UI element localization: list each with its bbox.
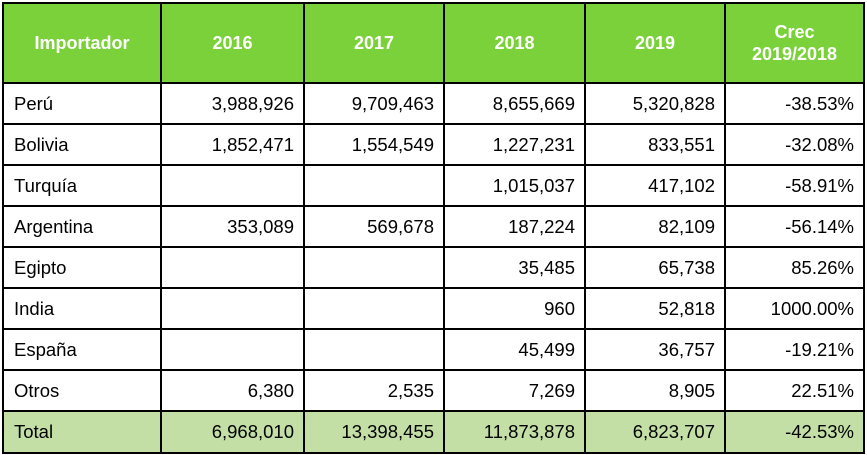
value-2018-cell: 960 — [443, 287, 586, 330]
growth-cell: 85.26% — [724, 246, 865, 289]
value-2016-cell: 6,380 — [160, 369, 305, 412]
table-row: España 45,499 36,757 -19.21% — [2, 328, 865, 371]
total-value-2019-cell: 6,823,707 — [584, 410, 726, 454]
value-2016-cell — [160, 328, 305, 371]
value-2018-cell: 1,227,231 — [443, 123, 586, 166]
growth-cell: 22.51% — [724, 369, 865, 412]
value-2019-cell: 833,551 — [584, 123, 726, 166]
country-cell: España — [2, 328, 162, 371]
growth-cell: -19.21% — [724, 328, 865, 371]
value-2017-cell — [303, 328, 445, 371]
growth-cell: -32.08% — [724, 123, 865, 166]
total-value-2018-cell: 11,873,878 — [443, 410, 586, 454]
value-2016-cell — [160, 246, 305, 289]
value-2019-cell: 8,905 — [584, 369, 726, 412]
value-2017-cell — [303, 287, 445, 330]
value-2019-cell: 52,818 — [584, 287, 726, 330]
header-2016: 2016 — [160, 2, 305, 84]
table-row: Otros 6,380 2,535 7,269 8,905 22.51% — [2, 369, 865, 412]
value-2018-cell: 187,224 — [443, 205, 586, 248]
value-2019-cell: 65,738 — [584, 246, 726, 289]
growth-cell: 1000.00% — [724, 287, 865, 330]
growth-cell: -56.14% — [724, 205, 865, 248]
header-growth: Crec 2019/2018 — [724, 2, 865, 84]
total-country-cell: Total — [2, 410, 162, 454]
total-row: Total 6,968,010 13,398,455 11,873,878 6,823,… — [2, 410, 865, 454]
header-growth-line2: 2019/2018 — [751, 44, 838, 64]
country-cell: Bolivia — [2, 123, 162, 166]
value-2017-cell: 9,709,463 — [303, 82, 445, 125]
country-cell: Egipto — [2, 246, 162, 289]
country-cell: Otros — [2, 369, 162, 412]
value-2017-cell: 569,678 — [303, 205, 445, 248]
value-2016-cell — [160, 287, 305, 330]
table-row: Egipto 35,485 65,738 85.26% — [2, 246, 865, 289]
value-2017-cell: 2,535 — [303, 369, 445, 412]
value-2016-cell: 3,988,926 — [160, 82, 305, 125]
value-2016-cell: 353,089 — [160, 205, 305, 248]
country-cell: India — [2, 287, 162, 330]
header-importador: Importador — [2, 2, 162, 84]
table-row: Turquía 1,015,037 417,102 -58.91% — [2, 164, 865, 207]
country-cell: Argentina — [2, 205, 162, 248]
value-2019-cell: 5,320,828 — [584, 82, 726, 125]
value-2018-cell: 35,485 — [443, 246, 586, 289]
value-2016-cell — [160, 164, 305, 207]
table-row: Perú 3,988,926 9,709,463 8,655,669 5,320,828… — [2, 82, 865, 125]
growth-cell: -58.91% — [724, 164, 865, 207]
header-growth-line1: Crec — [774, 22, 815, 42]
table-row: India 960 52,818 1000.00% — [2, 287, 865, 330]
value-2017-cell — [303, 164, 445, 207]
total-value-2016-cell: 6,968,010 — [160, 410, 305, 454]
total-value-2017-cell: 13,398,455 — [303, 410, 445, 454]
value-2017-cell: 1,554,549 — [303, 123, 445, 166]
table-body: Perú 3,988,926 9,709,463 8,655,669 5,320,828… — [2, 82, 865, 454]
value-2018-cell: 45,499 — [443, 328, 586, 371]
table-row: Bolivia 1,852,471 1,554,549 1,227,231 833,55… — [2, 123, 865, 166]
total-growth-cell: -42.53% — [724, 410, 865, 454]
header-2019: 2019 — [584, 2, 726, 84]
value-2018-cell: 7,269 — [443, 369, 586, 412]
value-2018-cell: 1,015,037 — [443, 164, 586, 207]
growth-cell: -38.53% — [724, 82, 865, 125]
value-2019-cell: 36,757 — [584, 328, 726, 371]
header-row: Importador 2016 2017 2018 2019 Crec 2019/… — [2, 2, 865, 84]
value-2019-cell: 82,109 — [584, 205, 726, 248]
value-2016-cell: 1,852,471 — [160, 123, 305, 166]
country-cell: Turquía — [2, 164, 162, 207]
value-2017-cell — [303, 246, 445, 289]
value-2019-cell: 417,102 — [584, 164, 726, 207]
header-2017: 2017 — [303, 2, 445, 84]
header-2018: 2018 — [443, 2, 586, 84]
table-row: Argentina 353,089 569,678 187,224 82,109 -56.… — [2, 205, 865, 248]
country-cell: Perú — [2, 82, 162, 125]
value-2018-cell: 8,655,669 — [443, 82, 586, 125]
